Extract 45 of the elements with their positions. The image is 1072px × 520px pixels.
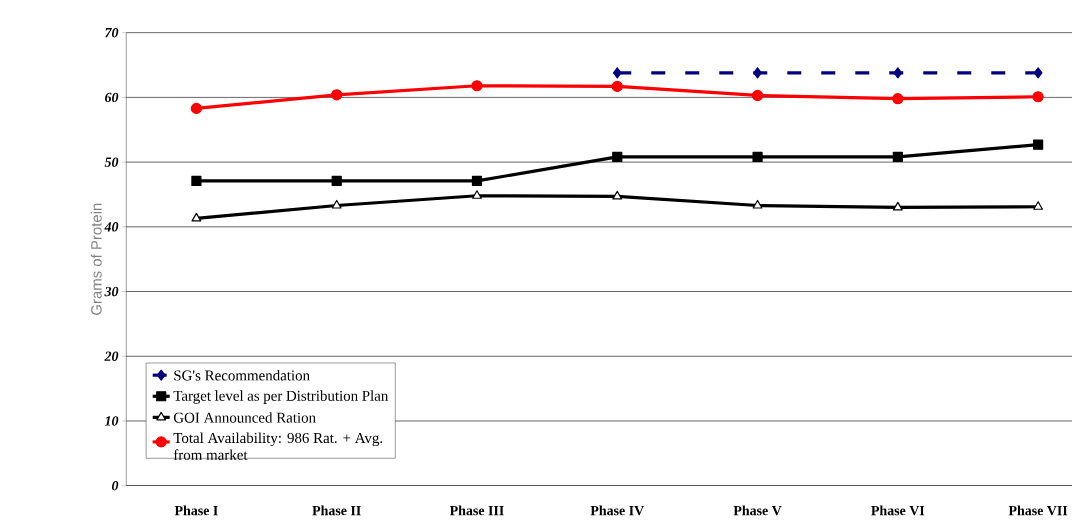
point: [752, 199, 763, 209]
y-tick-label: 10: [104, 416, 119, 426]
y-tick-label: 20: [104, 351, 119, 361]
point: [752, 151, 763, 163]
point: [1033, 67, 1043, 79]
y-tick-label: 30: [104, 286, 119, 297]
point: [1033, 201, 1044, 210]
x-tick-label: Phase III: [449, 505, 504, 516]
point: [471, 175, 483, 186]
point: [892, 201, 903, 211]
point: [191, 212, 202, 222]
x-tick-label: Phase I: [174, 505, 218, 516]
point: [331, 199, 342, 209]
point: [893, 67, 903, 79]
point: [892, 151, 903, 163]
y-tick-label: 60: [105, 92, 119, 103]
x-tick-label: Phase V: [733, 505, 782, 516]
legend-label: GOI Announced Ration: [173, 412, 316, 423]
legend-label: Total Availability: 986 Rat. + Avg. from market: [173, 432, 383, 460]
legend-label: Target level as per Distribution Plan: [173, 390, 389, 404]
x-tick-label: Phase IV: [590, 505, 645, 516]
point: [612, 151, 623, 163]
y-tick-label: 40: [104, 222, 119, 232]
point: [1032, 91, 1044, 103]
point: [472, 190, 482, 199]
x-tick-label: Phase VI: [871, 505, 925, 516]
point: [612, 190, 623, 200]
point: [611, 80, 623, 92]
point: [471, 80, 483, 92]
point: [753, 67, 762, 79]
x-tick-label: Phase II: [312, 505, 361, 516]
legend-label: SG's Recommendation: [174, 370, 310, 381]
point: [751, 89, 764, 102]
point: [331, 175, 342, 186]
x-tick-label: Phase VII: [1008, 505, 1068, 516]
point: [612, 67, 622, 79]
y-tick-label: 50: [104, 157, 119, 167]
point: [1033, 139, 1044, 150]
point: [191, 175, 202, 186]
y-axis-title: Grams of Protein: [90, 203, 102, 315]
point: [331, 89, 343, 101]
y-tick-label: 0: [112, 480, 119, 491]
point: [190, 102, 203, 114]
point: [892, 93, 904, 105]
y-tick-label: 70: [105, 27, 119, 38]
